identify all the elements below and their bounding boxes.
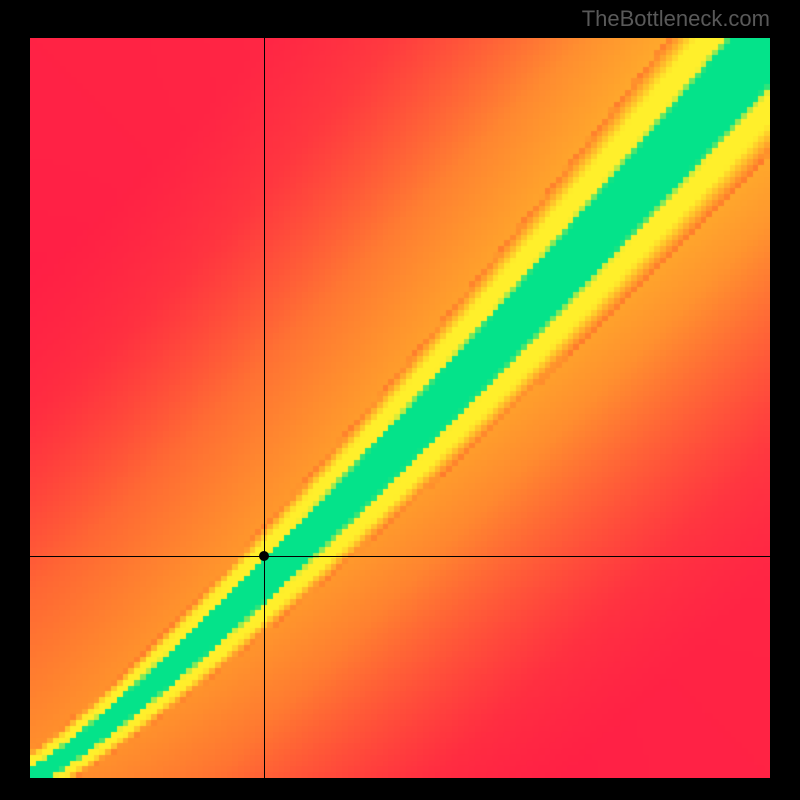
watermark-text: TheBottleneck.com xyxy=(582,6,770,32)
data-point-marker xyxy=(259,551,269,561)
heatmap-canvas xyxy=(30,38,770,778)
chart-container: TheBottleneck.com xyxy=(0,0,800,800)
crosshair-horizontal xyxy=(30,556,770,557)
chart-area xyxy=(30,38,770,778)
crosshair-vertical xyxy=(264,38,265,778)
